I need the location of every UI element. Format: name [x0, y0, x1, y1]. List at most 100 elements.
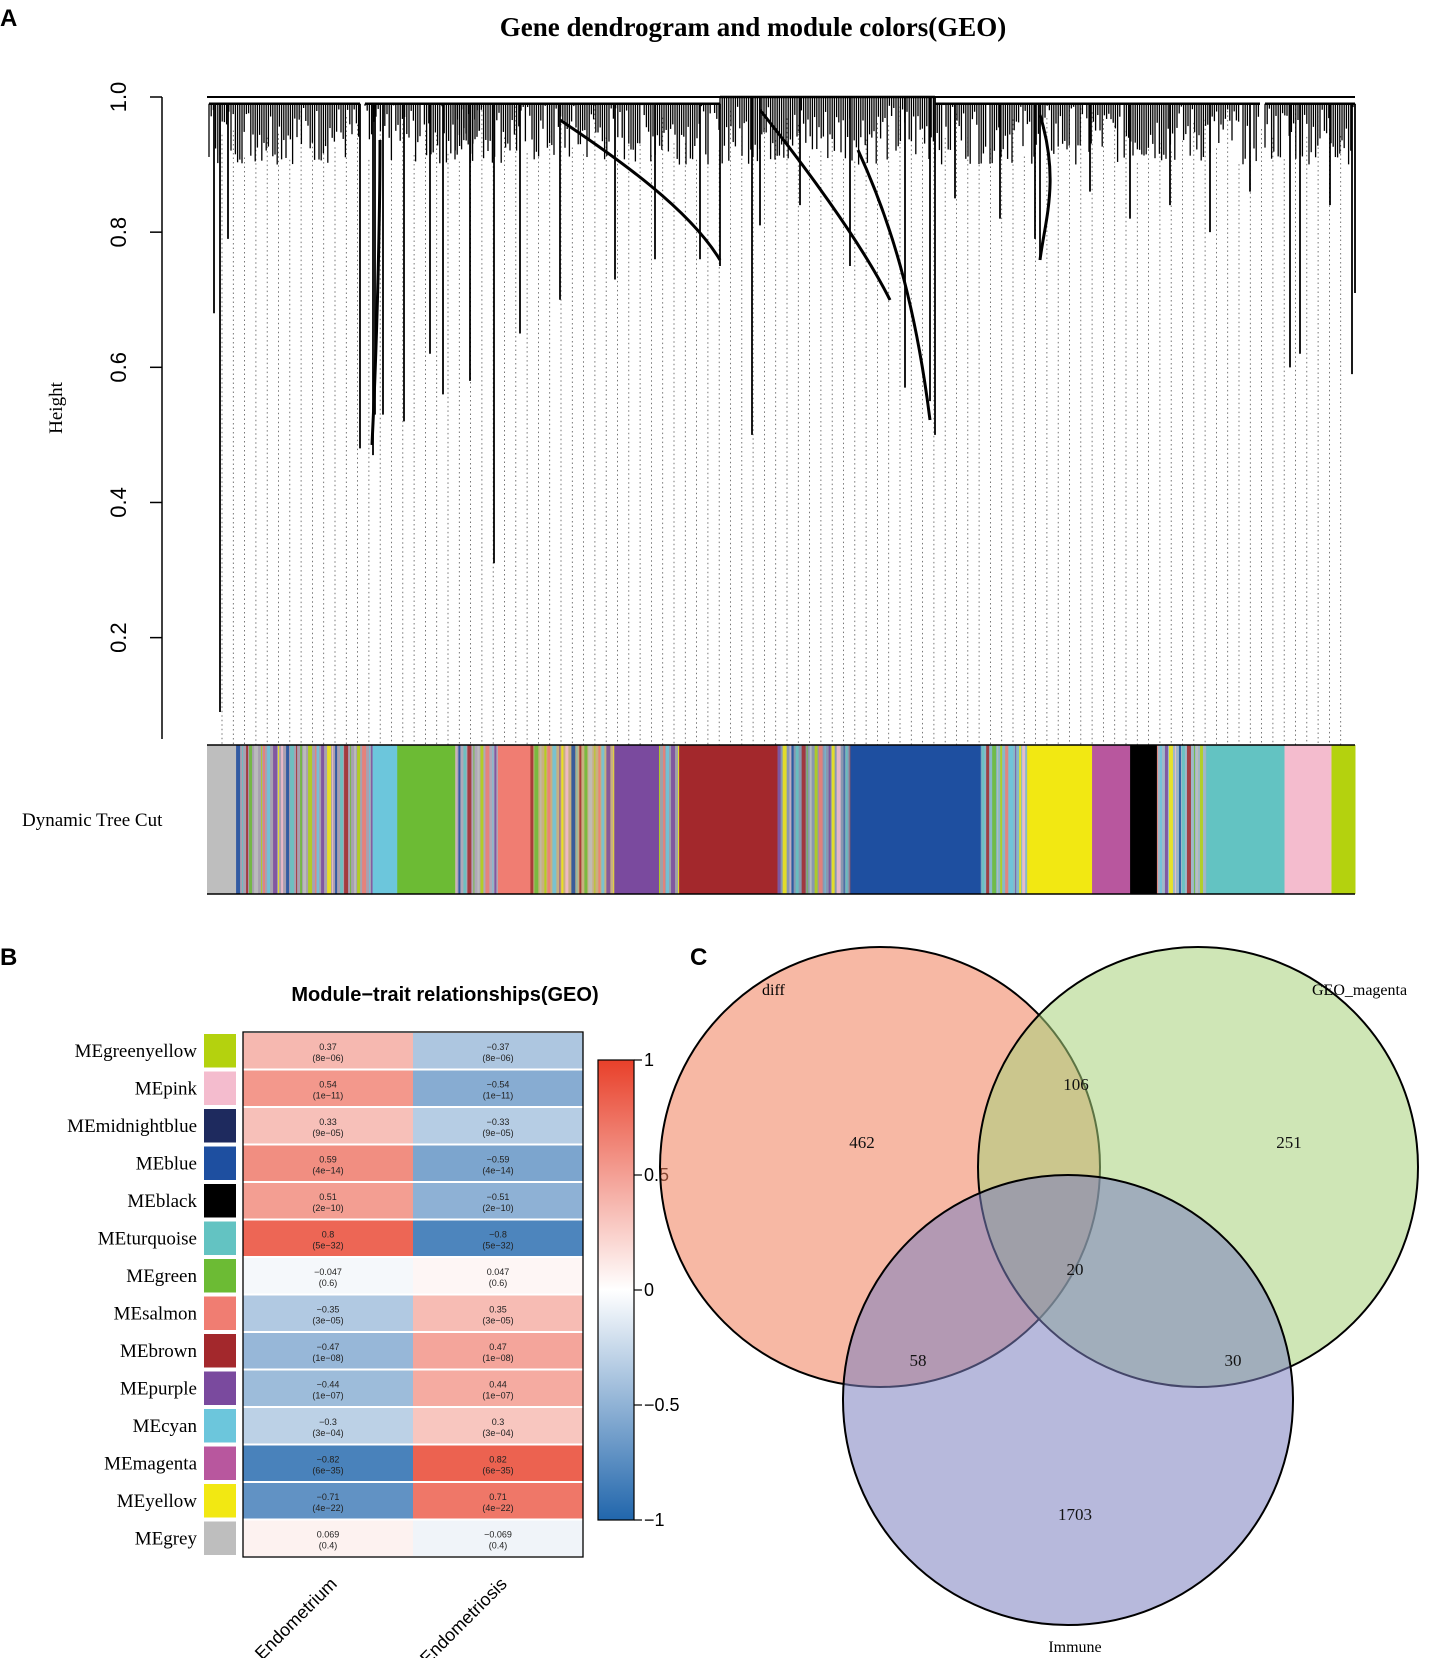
cell-pvalue: (8e−06)	[482, 1053, 513, 1063]
heatmap-cell	[243, 1370, 413, 1406]
mixed-stripe	[1178, 745, 1181, 894]
heatmap-cell	[243, 1295, 413, 1331]
heatmap-cell	[413, 1258, 583, 1294]
mixed-stripe	[1009, 745, 1014, 894]
mixed-stripe	[791, 745, 794, 894]
module-swatch-MEcyan	[204, 1409, 236, 1443]
mixed-stripe	[678, 745, 680, 894]
mixed-stripe	[236, 745, 241, 894]
mixed-stripe	[559, 745, 561, 894]
module-band-13	[1027, 745, 1093, 894]
heatmap-cell	[243, 1220, 413, 1256]
mixed-stripe	[286, 745, 290, 894]
cell-correlation: 0.54	[319, 1079, 337, 1089]
heatmap-cell	[413, 1108, 583, 1144]
mixed-stripe	[467, 745, 472, 894]
cell-correlation: 0.71	[489, 1492, 507, 1502]
module-color-bar	[207, 744, 1356, 895]
cell-pvalue: (6e−35)	[312, 1465, 343, 1475]
colorbar-tick-label: 0	[644, 1280, 654, 1300]
mixed-stripe	[849, 745, 851, 894]
cell-correlation: 0.35	[489, 1304, 507, 1314]
mixed-stripe	[473, 745, 475, 894]
column-label-endometrium: Endometrium	[251, 1574, 341, 1658]
cell-pvalue: (4e−14)	[482, 1165, 513, 1175]
mixed-stripe	[544, 745, 547, 894]
cell-pvalue: (9e−05)	[482, 1128, 513, 1138]
cell-correlation: 0.8	[322, 1229, 335, 1239]
panel-label-a: A	[0, 5, 17, 32]
mixed-stripe	[824, 745, 826, 894]
tree-sweep	[559, 118, 722, 261]
mixed-stripe	[254, 745, 259, 894]
module-swatch-MEsalmon	[204, 1296, 236, 1330]
heatmap-cell	[413, 1483, 583, 1519]
cell-pvalue: (2e−10)	[312, 1203, 343, 1213]
module-swatch-MEgrey	[204, 1521, 236, 1555]
mixed-stripe	[480, 745, 484, 894]
heatmap-cell	[243, 1145, 413, 1181]
module-band-19	[1331, 745, 1356, 894]
mixed-stripe	[477, 745, 480, 894]
module-band-5	[497, 745, 531, 894]
mixed-stripe	[1199, 745, 1203, 894]
y-tick-label-0: 0.2	[106, 622, 131, 653]
mixed-stripe	[571, 745, 576, 894]
dendrogram-ylabel: Height	[46, 381, 67, 433]
mixed-stripe	[576, 745, 578, 894]
mixed-stripe	[494, 745, 497, 894]
mixed-stripe	[335, 745, 338, 894]
mixed-stripe	[492, 745, 494, 894]
cell-correlation: 0.37	[319, 1042, 337, 1052]
module-band-9	[679, 745, 779, 894]
cell-correlation: 0.59	[319, 1154, 337, 1164]
mixed-stripe	[369, 745, 371, 894]
row-label-MEturquoise: MEturquoise	[98, 1228, 197, 1249]
module-swatch-MEpink	[204, 1071, 236, 1105]
mixed-stripe	[1005, 745, 1009, 894]
heatmap-cell	[243, 1070, 413, 1106]
mixed-stripe	[606, 745, 611, 894]
mixed-stripe	[831, 745, 835, 894]
mixed-stripe	[340, 745, 344, 894]
heatmap-cell	[413, 1220, 583, 1256]
module-band-2	[372, 745, 398, 894]
cell-pvalue: (0.4)	[489, 1540, 508, 1550]
mixed-stripe	[273, 745, 278, 894]
row-label-MEbrown: MEbrown	[120, 1341, 198, 1362]
mixed-stripe	[795, 745, 799, 894]
mixed-stripe	[540, 745, 542, 894]
heatmap-frame	[242, 1031, 584, 1558]
cell-pvalue: (3e−05)	[312, 1315, 343, 1325]
heatmap-title: Module−trait relationships(GEO)	[291, 984, 598, 1006]
cell-correlation: −0.069	[484, 1529, 512, 1539]
module-band-3	[397, 745, 456, 894]
mixed-stripe	[671, 745, 676, 894]
mixed-stripe	[344, 745, 349, 894]
cell-correlation: −0.51	[487, 1192, 510, 1202]
mixed-stripe	[300, 745, 303, 894]
row-label-MEmagenta: MEmagenta	[104, 1453, 197, 1474]
row-label-MEgreen: MEgreen	[126, 1266, 197, 1287]
panel-c-venn: diff GEO_magenta Immune 462 106 251 20 5…	[659, 946, 1419, 1656]
mixed-stripe	[809, 745, 812, 894]
heatmap-cell	[413, 1033, 583, 1069]
venn-count-diff-only: 462	[849, 1133, 875, 1152]
mixed-stripe	[801, 745, 806, 894]
module-swatch-MEmidnightblue	[204, 1109, 236, 1143]
heatmap-cell	[413, 1295, 583, 1331]
row-label-MEblue: MEblue	[136, 1153, 197, 1174]
heatmap-cell	[243, 1445, 413, 1481]
tree-sweep	[370, 139, 382, 446]
cell-correlation: −0.8	[489, 1229, 507, 1239]
module-band-18	[1284, 745, 1333, 894]
mixed-stripe	[828, 745, 831, 894]
heatmap-cell	[413, 1408, 583, 1444]
cell-pvalue: (1e−07)	[482, 1390, 513, 1400]
mixed-stripe	[281, 745, 284, 894]
mixed-stripe	[561, 745, 564, 894]
mixed-stripe	[327, 745, 332, 894]
module-band-11	[850, 745, 981, 894]
module-band-8	[659, 745, 680, 894]
